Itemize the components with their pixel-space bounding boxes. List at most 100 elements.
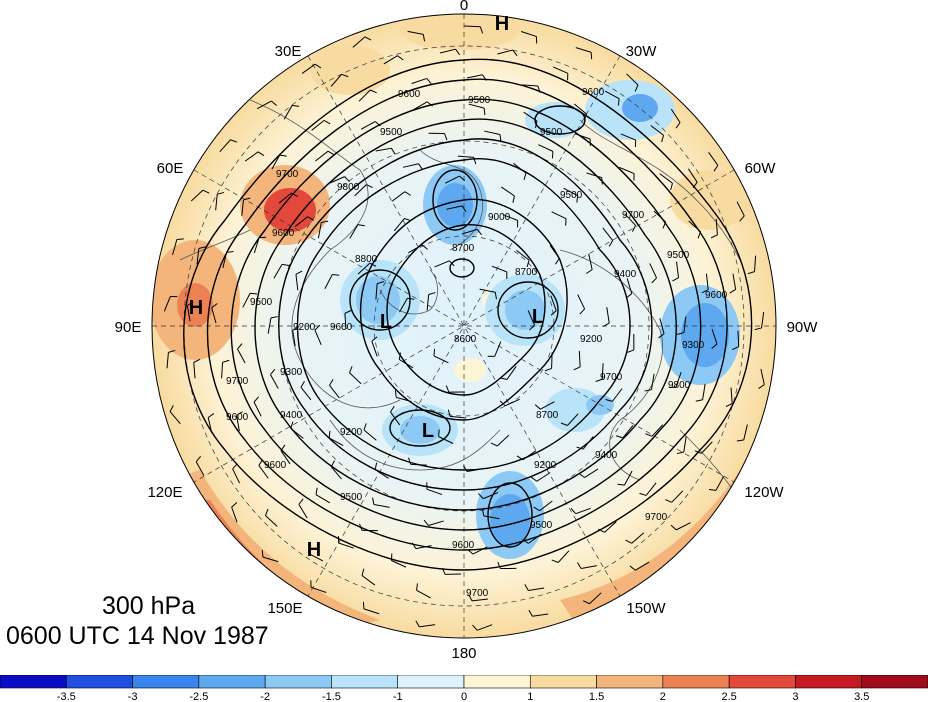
wind-barb-flag (423, 519, 429, 526)
wind-barb-shaft (671, 490, 684, 503)
wind-barb-shaft (172, 239, 178, 256)
wind-barb-flag (455, 48, 461, 56)
wind-barb-flag (298, 498, 304, 505)
wind-barb-shaft (373, 504, 390, 508)
wind-barb-shaft (193, 362, 196, 379)
low-center: L (380, 311, 392, 333)
wind-barb-flag (290, 421, 294, 429)
wind-barb-shaft (410, 463, 427, 466)
wind-barb-shaft (586, 172, 602, 179)
longitude-labels: 0 30E 60E 90E 120E 150E 180 150W 120W 90… (115, 0, 819, 662)
wind-barb-shaft (472, 546, 488, 555)
wind-barb-flag (408, 457, 412, 465)
wind-barb-shaft (371, 341, 378, 357)
wind-barb-shaft (683, 316, 687, 333)
wind-barb-flag (449, 260, 455, 267)
wind-barb-shaft (602, 227, 614, 241)
contour-label: 9500 (540, 127, 563, 138)
wind-barb-shaft (222, 252, 228, 269)
wind-barb-flag (426, 101, 433, 107)
wind-barb-flag (677, 332, 685, 335)
wind-barb-flag (672, 277, 679, 282)
wind-barb-flag (411, 542, 417, 549)
wind-barb-shaft (523, 111, 538, 122)
wind-barb-flag (482, 74, 487, 81)
wind-barb-flag (529, 324, 535, 331)
wind-barb-shaft (539, 500, 553, 512)
wind-barb-shaft (736, 201, 745, 217)
wind-barb-flag (198, 246, 206, 249)
wind-barb-shaft (502, 214, 518, 221)
wind-barb-shaft (301, 63, 316, 74)
wind-barb-flag (499, 400, 506, 407)
colorbar-tick-label: 0 (461, 691, 467, 702)
wind-barb-flag (601, 177, 603, 185)
contour-label: 9700 (276, 169, 299, 180)
wind-barb-shaft (450, 415, 467, 419)
wind-barb-shaft (589, 592, 602, 605)
wind-barb-shaft (374, 469, 389, 479)
wind-barb-flag (639, 492, 647, 496)
wind-barb-shaft (551, 352, 553, 369)
lon-label-30w: 30W (626, 43, 658, 60)
wind-barb-flag (523, 172, 527, 180)
wind-barb-flag (416, 583, 418, 591)
wind-barb-flag (758, 384, 765, 389)
wind-barb-shaft (221, 362, 224, 379)
wind-barb-flag (328, 430, 331, 438)
wind-barb-flag (315, 487, 318, 495)
wind-barb-flag (363, 423, 367, 431)
wind-barb-shaft (711, 328, 718, 345)
wind-barb-flag (428, 292, 436, 295)
colorbar-tick-label: 3.5 (854, 691, 869, 702)
wind-barb-flag (695, 399, 703, 402)
colorbar-box (65, 675, 133, 689)
wind-barb-shaft (601, 363, 604, 380)
wind-barb-flag (341, 73, 349, 78)
wind-barb-shaft (354, 184, 367, 197)
wind-barb-flag (747, 271, 755, 275)
graticule (152, 14, 776, 638)
wind-barb-flag (292, 104, 300, 107)
wind-barb-flag (586, 269, 593, 274)
wind-barb-flag (211, 303, 218, 309)
wind-barb-flag (534, 120, 538, 129)
contour-label: 8700 (452, 243, 475, 254)
wind-barb-flag (222, 359, 230, 363)
high-center: H (495, 13, 509, 35)
colorbar-box (861, 675, 928, 689)
wind-barb-flag (476, 229, 482, 236)
wind-barb-shaft (361, 575, 376, 586)
wind-barb-shaft (604, 521, 617, 533)
wind-barb-shaft (577, 294, 586, 310)
wind-barb-flag (617, 483, 625, 486)
wind-barb-flag (644, 389, 652, 392)
contour-label: 9200 (340, 427, 363, 438)
lon-label-0: 0 (460, 0, 468, 14)
contour-label: 9500 (530, 520, 553, 531)
wind-barb-flag (398, 352, 402, 360)
wind-barb-flag (261, 550, 264, 558)
wind-barb-flag (176, 238, 184, 241)
colorbar-tick-label: 2 (660, 691, 666, 702)
wind-barb-shaft (528, 533, 542, 544)
wind-barb-flag (236, 411, 243, 416)
wind-barb-flag (590, 52, 593, 60)
wind-barb-shaft (715, 218, 718, 235)
wind-barb-shaft (330, 466, 342, 480)
wind-barb-shaft (390, 411, 401, 426)
wind-barb-shaft (477, 624, 493, 631)
wind-barb-flag (725, 403, 733, 408)
wind-barb-flag (645, 433, 653, 437)
wind-barb-flag (701, 289, 709, 294)
wind-barb-shaft (330, 74, 343, 87)
contour-label: 8700 (515, 267, 538, 278)
wind-barb-shaft (232, 468, 241, 484)
wind-barb-flag (253, 396, 260, 403)
wind-barb-shaft (399, 297, 408, 313)
wind-barb-shaft (166, 352, 169, 369)
wind-barb-shaft (311, 119, 325, 131)
wind-barb-shaft (754, 255, 757, 272)
wind-barb-shaft (328, 437, 344, 447)
wind-barb-shaft (211, 307, 217, 324)
